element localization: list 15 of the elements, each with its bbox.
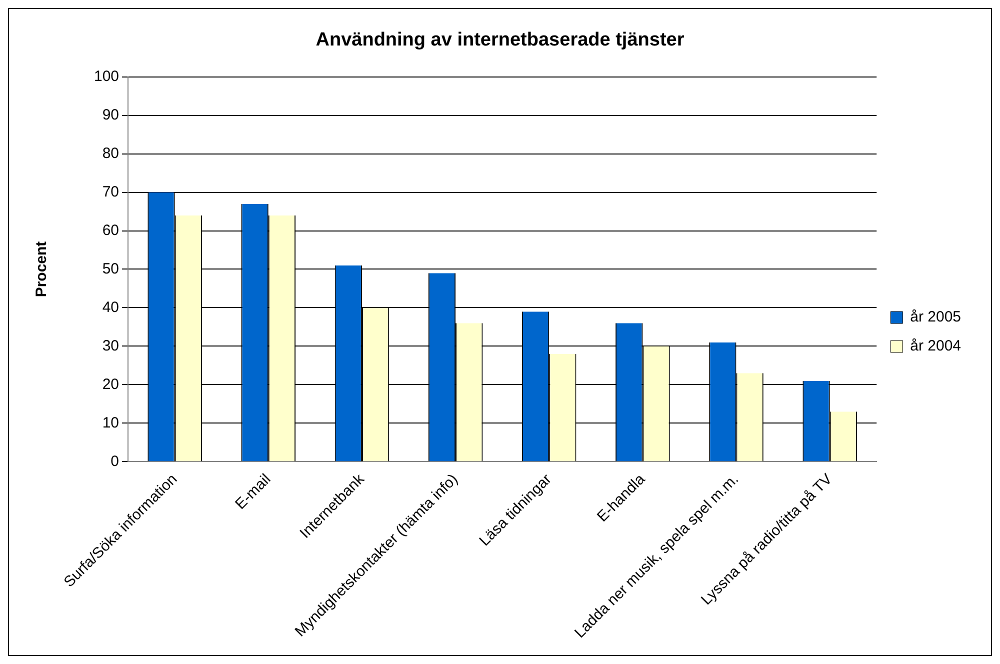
chart-title: Användning av internetbaserade tjänster <box>316 30 685 51</box>
y-tick-label: 70 <box>102 183 120 200</box>
y-tick-label: 0 <box>110 452 120 470</box>
legend-label: år 2004 <box>910 338 961 355</box>
y-tick-label: 100 <box>94 68 120 85</box>
y-tick-label: 30 <box>102 337 120 354</box>
y-tick-label: 40 <box>102 298 120 316</box>
y-axis-title: Procent <box>33 241 50 298</box>
y-tick-label: 50 <box>102 260 120 278</box>
y-tick-label: 60 <box>102 222 120 239</box>
legend-label: år 2005 <box>910 308 961 326</box>
y-tick-label: 90 <box>102 106 120 124</box>
y-tick-label: 10 <box>102 414 120 432</box>
y-tick-label: 20 <box>102 376 120 393</box>
y-tick-label: 80 <box>102 144 120 162</box>
